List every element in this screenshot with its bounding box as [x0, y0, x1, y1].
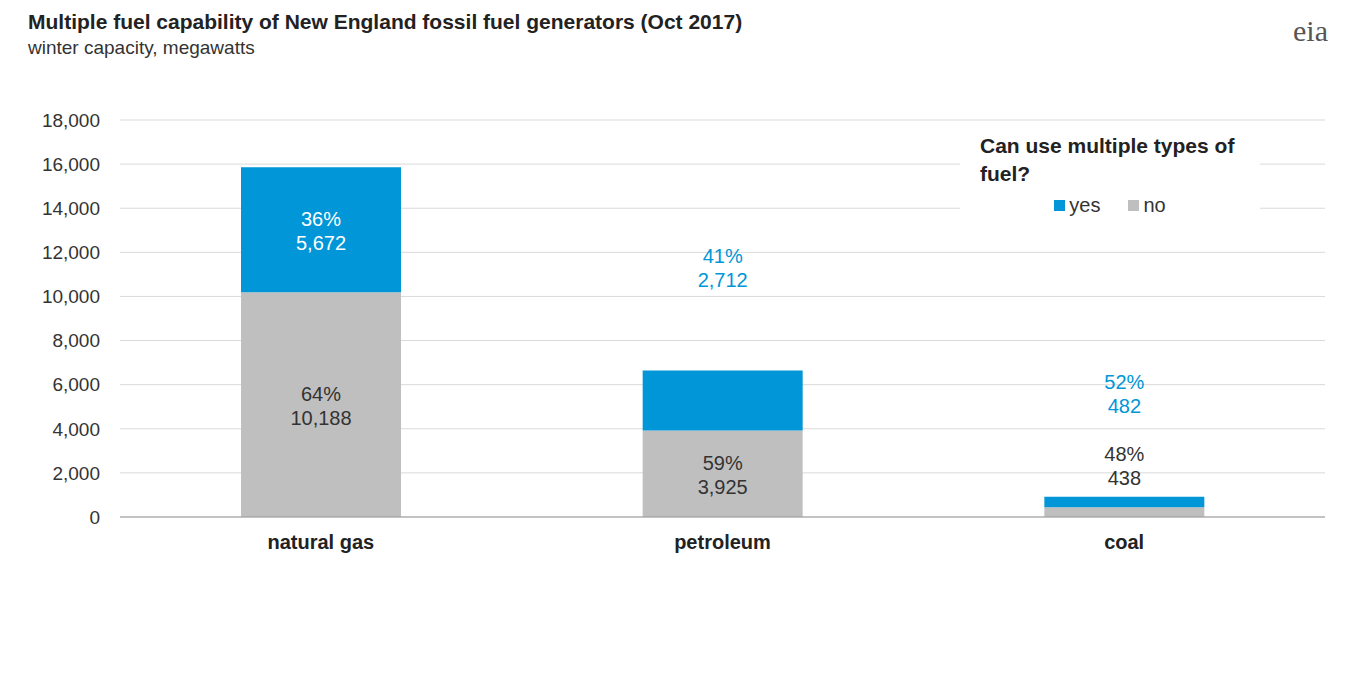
- svg-text:16,000: 16,000: [42, 154, 100, 175]
- html-text:Multiple fuel capability of Ne: Multiple fuel capability of New England …: [28, 10, 743, 33]
- svg-text:14,000: 14,000: [42, 198, 100, 219]
- svg-text:coal: coal: [1104, 531, 1144, 553]
- html-text:no: no: [1143, 194, 1166, 216]
- html-text:eia: eia: [1293, 14, 1328, 47]
- svg-text:10,000: 10,000: [42, 286, 100, 307]
- svg-text:36%5,672: 36%5,672: [296, 208, 346, 254]
- html-text:winter capacity, megawatts: winter capacity, megawatts: [28, 37, 255, 58]
- svg-text:64%10,188: 64%10,188: [290, 383, 351, 429]
- html-text:Can use multiple types of fuel: Can use multiple types of fuel?: [980, 134, 1235, 185]
- svg-text:18,000: 18,000: [42, 110, 100, 131]
- svg-text:41%2,712: 41%2,712: [698, 245, 748, 291]
- svg-text:48%438: 48%438: [1104, 443, 1144, 489]
- svg-text:52%482: 52%482: [1104, 371, 1144, 417]
- svg-text:natural gas: natural gas: [267, 531, 374, 553]
- svg-text:2,000: 2,000: [52, 463, 100, 484]
- svg-text:4,000: 4,000: [52, 419, 100, 440]
- svg-text:0: 0: [89, 507, 100, 528]
- svg-text:6,000: 6,000: [52, 374, 100, 395]
- svg-text:petroleum: petroleum: [674, 531, 771, 553]
- html-text:yes: yes: [1069, 194, 1101, 216]
- svg-text:8,000: 8,000: [52, 330, 100, 351]
- svg-text:59%3,925: 59%3,925: [698, 452, 748, 498]
- svg-text:12,000: 12,000: [42, 242, 100, 263]
